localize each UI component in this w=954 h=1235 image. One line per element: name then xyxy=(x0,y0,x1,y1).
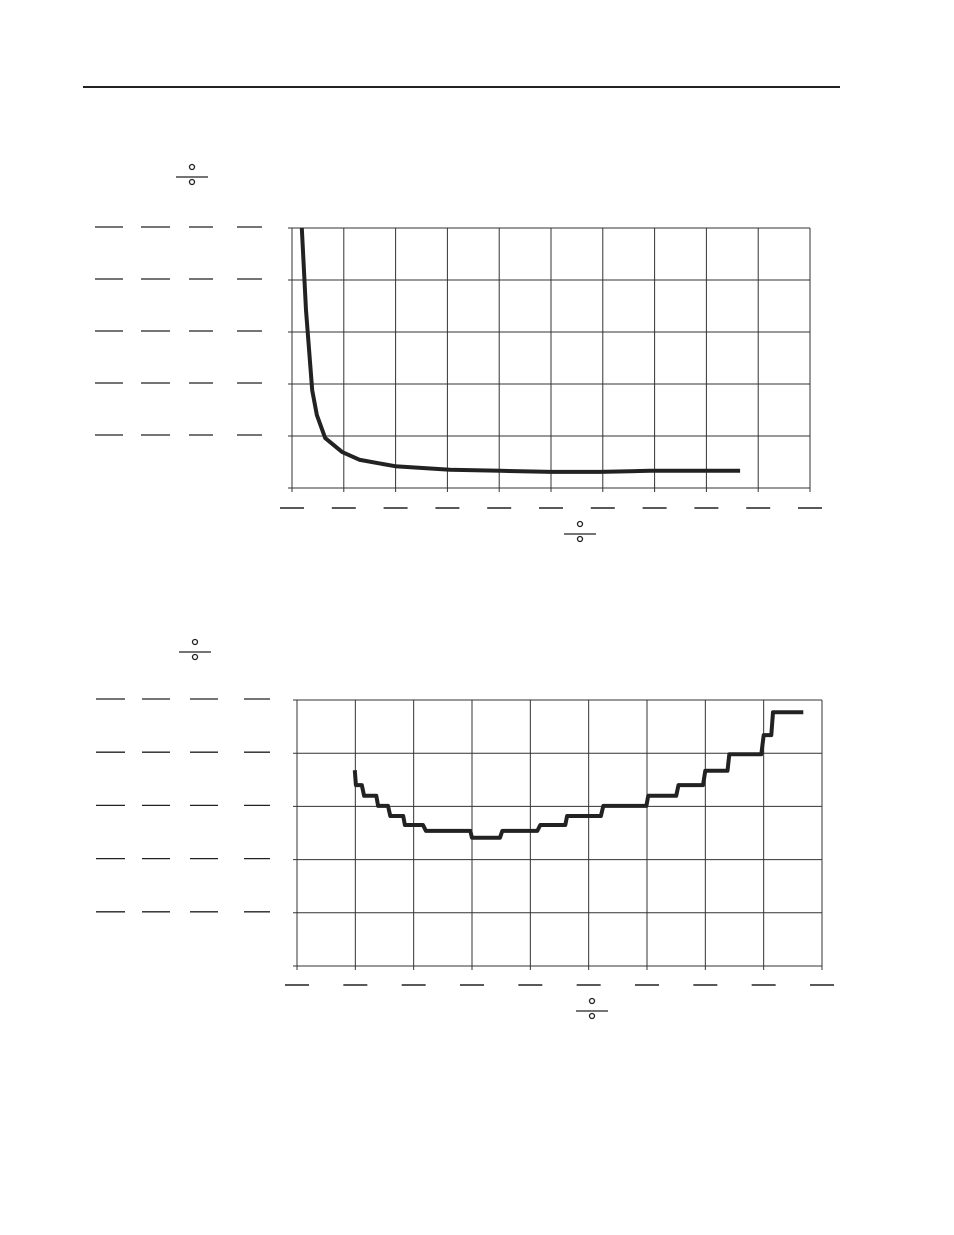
symbol xyxy=(588,1012,596,1020)
symbol xyxy=(191,653,199,661)
symbol xyxy=(188,178,196,186)
symbol xyxy=(588,997,596,1005)
symbol xyxy=(191,638,199,646)
data-line xyxy=(352,710,804,840)
data-line xyxy=(299,227,741,474)
symbol xyxy=(188,163,196,171)
symbol xyxy=(576,520,584,528)
symbol xyxy=(576,535,584,543)
